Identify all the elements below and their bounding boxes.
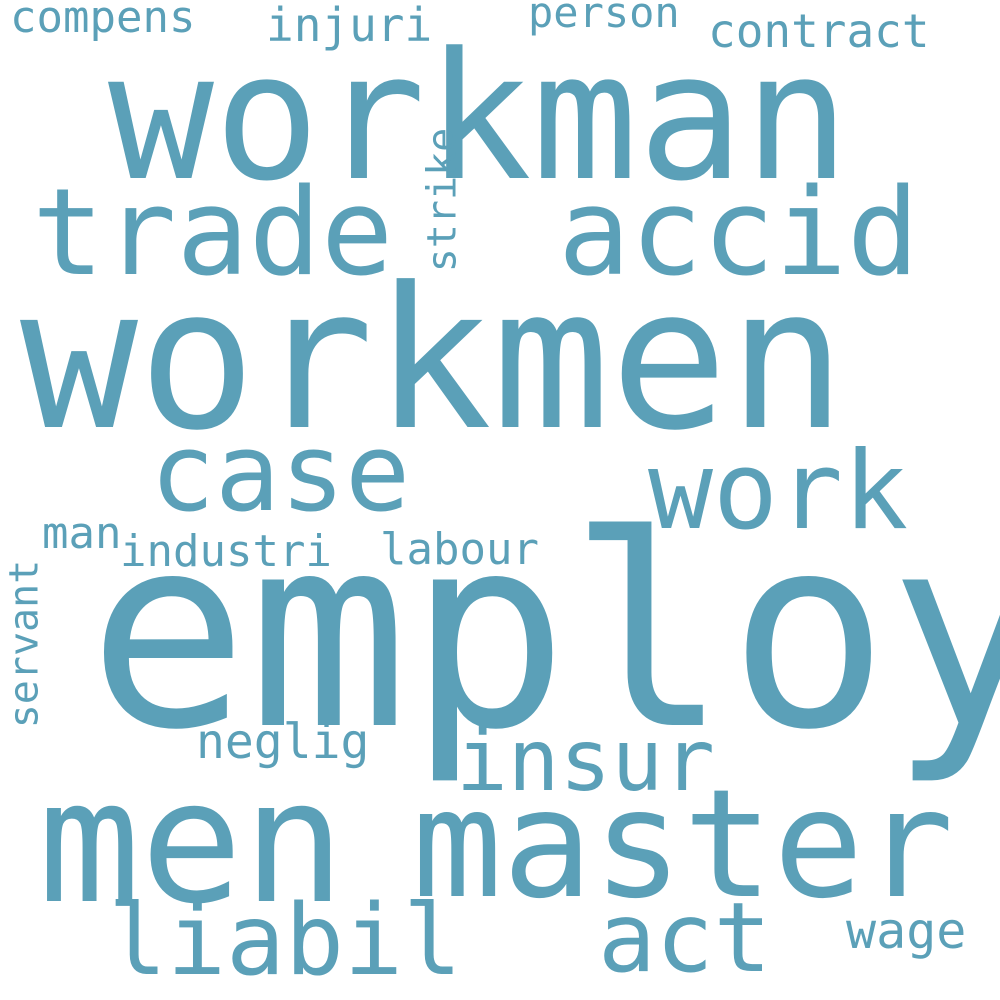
word-contract: contract <box>708 4 930 58</box>
word-insur: insur <box>456 711 715 811</box>
word-act: act <box>598 882 772 994</box>
word-men: men <box>38 744 346 942</box>
word-wage: wage <box>846 902 967 960</box>
word-employ: employ <box>88 478 1000 788</box>
word-workmen: workmen <box>20 246 847 474</box>
word-trade: trade <box>32 164 394 303</box>
word-man: man <box>42 508 122 559</box>
word-injuri: injuri <box>266 0 433 52</box>
word-person: person <box>528 0 680 37</box>
word-master: master <box>412 758 954 932</box>
word-industri: industri <box>120 526 332 577</box>
word-accid: accid <box>558 164 920 303</box>
word-neglig: neglig <box>196 714 370 770</box>
word-labour: labour <box>380 524 539 575</box>
word-servant: servant <box>1 559 48 729</box>
word-workman: workman <box>108 15 850 220</box>
word-liabil: liabil <box>108 884 463 998</box>
word-compens: compens <box>10 0 196 43</box>
word-case: case <box>150 411 411 536</box>
word-work: work <box>648 429 909 554</box>
